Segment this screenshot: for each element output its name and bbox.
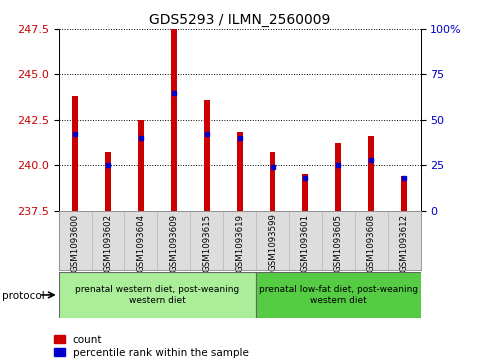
Bar bbox=[91, 211, 124, 270]
Bar bbox=[124, 211, 157, 270]
Text: GSM1093619: GSM1093619 bbox=[235, 213, 244, 272]
Text: protocol: protocol bbox=[2, 291, 45, 301]
Text: prenatal western diet, post-weaning
western diet: prenatal western diet, post-weaning west… bbox=[75, 285, 239, 305]
Text: prenatal low-fat diet, post-weaning
western diet: prenatal low-fat diet, post-weaning west… bbox=[258, 285, 417, 305]
Bar bbox=[59, 211, 91, 270]
Title: GDS5293 / ILMN_2560009: GDS5293 / ILMN_2560009 bbox=[149, 13, 329, 26]
Text: GSM1093601: GSM1093601 bbox=[300, 213, 309, 272]
Text: GSM1093605: GSM1093605 bbox=[333, 213, 342, 272]
Bar bbox=[256, 272, 420, 318]
Bar bbox=[203, 100, 209, 211]
Text: GSM1093599: GSM1093599 bbox=[267, 213, 276, 272]
Bar bbox=[269, 152, 275, 211]
Bar bbox=[288, 211, 321, 270]
Bar bbox=[256, 211, 288, 270]
Bar bbox=[354, 211, 387, 270]
Bar bbox=[59, 272, 256, 318]
Text: GSM1093615: GSM1093615 bbox=[202, 213, 211, 272]
Legend: count, percentile rank within the sample: count, percentile rank within the sample bbox=[54, 335, 248, 358]
Bar bbox=[387, 211, 420, 270]
Bar bbox=[170, 20, 177, 211]
Bar bbox=[223, 211, 256, 270]
Bar bbox=[157, 211, 190, 270]
Bar bbox=[302, 174, 308, 211]
Bar bbox=[400, 176, 406, 211]
Text: GSM1093602: GSM1093602 bbox=[103, 213, 112, 272]
Bar bbox=[190, 211, 223, 270]
Text: GSM1093600: GSM1093600 bbox=[70, 213, 80, 272]
Bar bbox=[236, 132, 242, 211]
Text: GSM1093604: GSM1093604 bbox=[136, 213, 145, 272]
Text: GSM1093609: GSM1093609 bbox=[169, 213, 178, 272]
Bar bbox=[367, 136, 373, 211]
Bar bbox=[321, 211, 354, 270]
Bar bbox=[105, 152, 111, 211]
Bar bbox=[72, 96, 78, 211]
Text: GSM1093608: GSM1093608 bbox=[366, 213, 375, 272]
Bar bbox=[335, 143, 341, 211]
Text: GSM1093612: GSM1093612 bbox=[399, 213, 408, 272]
Bar bbox=[138, 120, 143, 211]
